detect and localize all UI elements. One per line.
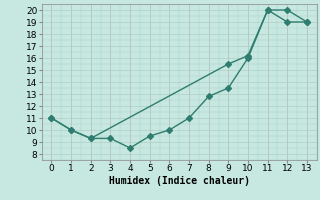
X-axis label: Humidex (Indice chaleur): Humidex (Indice chaleur): [109, 176, 250, 186]
